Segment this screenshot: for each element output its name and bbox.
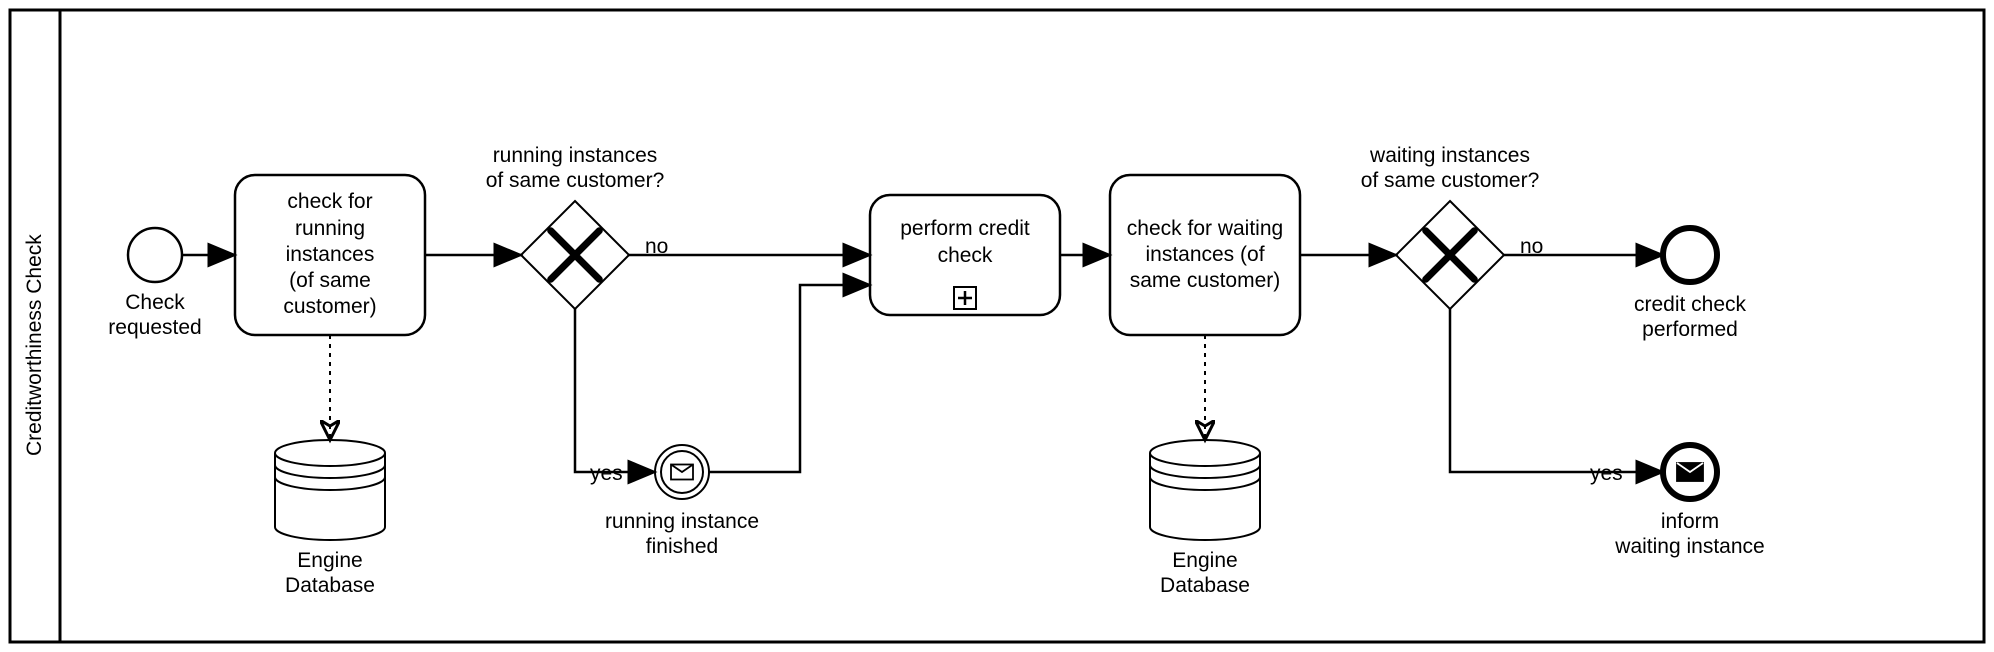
gateway-label: waiting instancesof same customer?: [1320, 143, 1580, 193]
bpmn-diagram: Creditworthiness CheckCheckrequestedchec…: [0, 0, 1994, 652]
task-label: check forrunninginstances(of samecustome…: [235, 175, 425, 335]
message-end-label: informwaiting instance: [1580, 509, 1800, 559]
task-label: check for waitinginstances (ofsame custo…: [1110, 175, 1300, 335]
end-event-label: credit checkperformed: [1590, 292, 1790, 342]
datastore-label: EngineDatabase: [240, 548, 420, 598]
edge-label: no: [645, 235, 668, 259]
task-label: perform creditcheck: [870, 195, 1060, 290]
edge-label: yes: [1590, 462, 1623, 486]
datastore-label: EngineDatabase: [1115, 548, 1295, 598]
start-event-label: Checkrequested: [75, 290, 235, 340]
lane-label: Creditworthiness Check: [23, 196, 47, 456]
intermediate-event-label: running instancefinished: [572, 509, 792, 559]
edge-label: no: [1520, 235, 1543, 259]
gateway-label: running instancesof same customer?: [445, 143, 705, 193]
edge-label: yes: [590, 462, 623, 486]
